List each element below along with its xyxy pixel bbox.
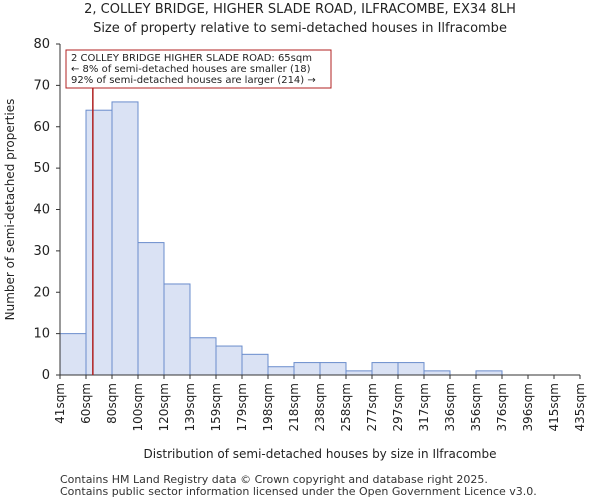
y-tick-label: 50 (33, 161, 50, 176)
y-tick-label: 40 (33, 203, 50, 218)
x-tick-label: 218sqm (287, 383, 301, 431)
x-tick-label: 198sqm (261, 383, 275, 431)
histogram-bar (59, 333, 87, 376)
histogram-bar (319, 362, 347, 376)
histogram-bar (189, 337, 217, 376)
histogram-bar (293, 362, 321, 376)
footer-copyright: Contains HM Land Registry data © Crown c… (60, 473, 488, 486)
annotation-line: 92% of semi-detached houses are larger (… (71, 75, 316, 86)
histogram-bar (163, 283, 191, 376)
histogram-bar (475, 370, 503, 376)
x-tick-label: 336sqm (443, 383, 457, 431)
footer-licence: Contains public sector information licen… (60, 485, 537, 498)
x-tick-label: 258sqm (339, 383, 353, 431)
histogram-bar (397, 362, 425, 376)
x-tick-label: 179sqm (235, 383, 249, 431)
x-tick-label: 159sqm (209, 383, 223, 431)
x-tick-label: 80sqm (105, 383, 119, 424)
histogram-bar (137, 242, 165, 376)
histogram-bar (111, 101, 139, 376)
x-tick-label: 60sqm (79, 383, 93, 424)
chart-title: 2, COLLEY BRIDGE, HIGHER SLADE ROAD, ILF… (84, 2, 516, 17)
x-tick-label: 356sqm (469, 383, 483, 431)
annotation-line: 2 COLLEY BRIDGE HIGHER SLADE ROAD: 65sqm (71, 53, 312, 64)
histogram-bar (345, 370, 373, 376)
histogram-bar (85, 109, 113, 376)
histogram-bar (267, 366, 295, 376)
chart-subtitle: Size of property relative to semi-detach… (93, 21, 507, 36)
histogram-bar (371, 362, 399, 376)
x-tick-label: 376sqm (495, 383, 509, 431)
x-tick-label: 238sqm (313, 383, 327, 431)
histogram-bar (215, 345, 243, 376)
x-tick-label: 277sqm (365, 383, 379, 431)
x-tick-label: 435sqm (573, 383, 587, 431)
x-tick-label: 120sqm (157, 383, 171, 431)
x-tick-label: 415sqm (547, 383, 561, 431)
annotation-box (65, 49, 332, 89)
x-tick-label: 100sqm (131, 383, 145, 431)
x-tick-label: 139sqm (183, 383, 197, 431)
x-tick-label: 396sqm (521, 383, 535, 431)
x-axis-title: Distribution of semi-detached houses by … (144, 447, 497, 461)
histogram-bar (423, 370, 451, 376)
y-axis-title: Number of semi-detached properties (3, 99, 17, 321)
y-tick-label: 80 (33, 37, 50, 52)
annotation-line: ← 8% of semi-detached houses are smaller… (71, 64, 311, 75)
x-tick-label: 317sqm (417, 383, 431, 431)
y-tick-label: 20 (33, 285, 50, 300)
y-tick-label: 70 (33, 78, 50, 93)
y-tick-label: 30 (33, 244, 50, 259)
histogram-bar (241, 353, 269, 376)
x-tick-label: 297sqm (391, 383, 405, 431)
y-tick-label: 60 (33, 120, 50, 135)
x-tick-label: 41sqm (53, 383, 67, 424)
y-tick-label: 0 (42, 368, 50, 383)
y-tick-label: 10 (33, 327, 50, 342)
